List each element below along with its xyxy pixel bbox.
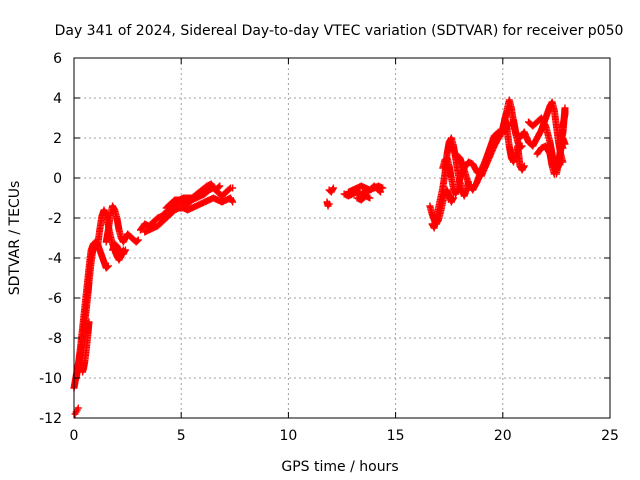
x-tick-label: 20 [494, 428, 512, 444]
plot-frame [73, 57, 611, 419]
data-marker-trace [109, 240, 129, 258]
data-marker-trace [323, 198, 333, 210]
data-track [353, 192, 374, 204]
data-track [162, 180, 224, 212]
data-track [141, 194, 237, 236]
y-tick-label: 6 [53, 51, 62, 67]
x-tick-label: 10 [279, 428, 297, 444]
y-tick-label: -10 [39, 371, 62, 387]
data-marker-trace [71, 404, 82, 418]
data-marker-trace [102, 202, 142, 246]
data-marker-trace [353, 192, 374, 204]
axis-ticks [73, 57, 611, 419]
x-tick-label: 15 [387, 428, 405, 444]
data-marker-trace [141, 194, 237, 236]
x-tick-label: 0 [70, 428, 79, 444]
chart-title: Day 341 of 2024, Sidereal Day-to-day VTE… [55, 23, 624, 39]
x-tick-label: 25 [601, 428, 619, 444]
data-points [70, 96, 569, 418]
y-axis-label: SDTVAR / TECUs [7, 181, 23, 296]
data-marker-trace [344, 182, 385, 196]
y-tick-label: 2 [53, 131, 62, 147]
data-track [325, 184, 337, 196]
data-track [533, 104, 569, 178]
y-tick-label: -6 [48, 291, 62, 307]
data-marker-trace [162, 180, 224, 212]
x-axis-label: GPS time / hours [281, 459, 398, 475]
y-tick-label: 0 [53, 171, 62, 187]
y-tick-label: -8 [48, 331, 62, 347]
data-track [109, 240, 129, 258]
y-tick-label: 4 [53, 91, 62, 107]
data-track [452, 114, 528, 194]
data-marker-trace [79, 318, 93, 376]
data-marker-trace [452, 114, 528, 194]
y-tick-label: -12 [39, 411, 62, 427]
y-tick-label: -4 [48, 251, 62, 267]
data-track [79, 318, 93, 376]
grid-lines [74, 58, 610, 418]
y-tick-labels: -12 -10 -8 -6 -4 -2 0 2 4 6 [39, 51, 62, 427]
data-marker-trace [325, 184, 337, 196]
y-tick-label: -2 [48, 211, 62, 227]
data-track [344, 182, 385, 196]
data-marker-trace [533, 104, 569, 178]
x-tick-labels: 0 5 10 15 20 25 [70, 428, 619, 444]
data-track [71, 404, 82, 418]
data-track [102, 202, 142, 246]
x-tick-label: 5 [177, 428, 186, 444]
data-track [323, 198, 333, 210]
